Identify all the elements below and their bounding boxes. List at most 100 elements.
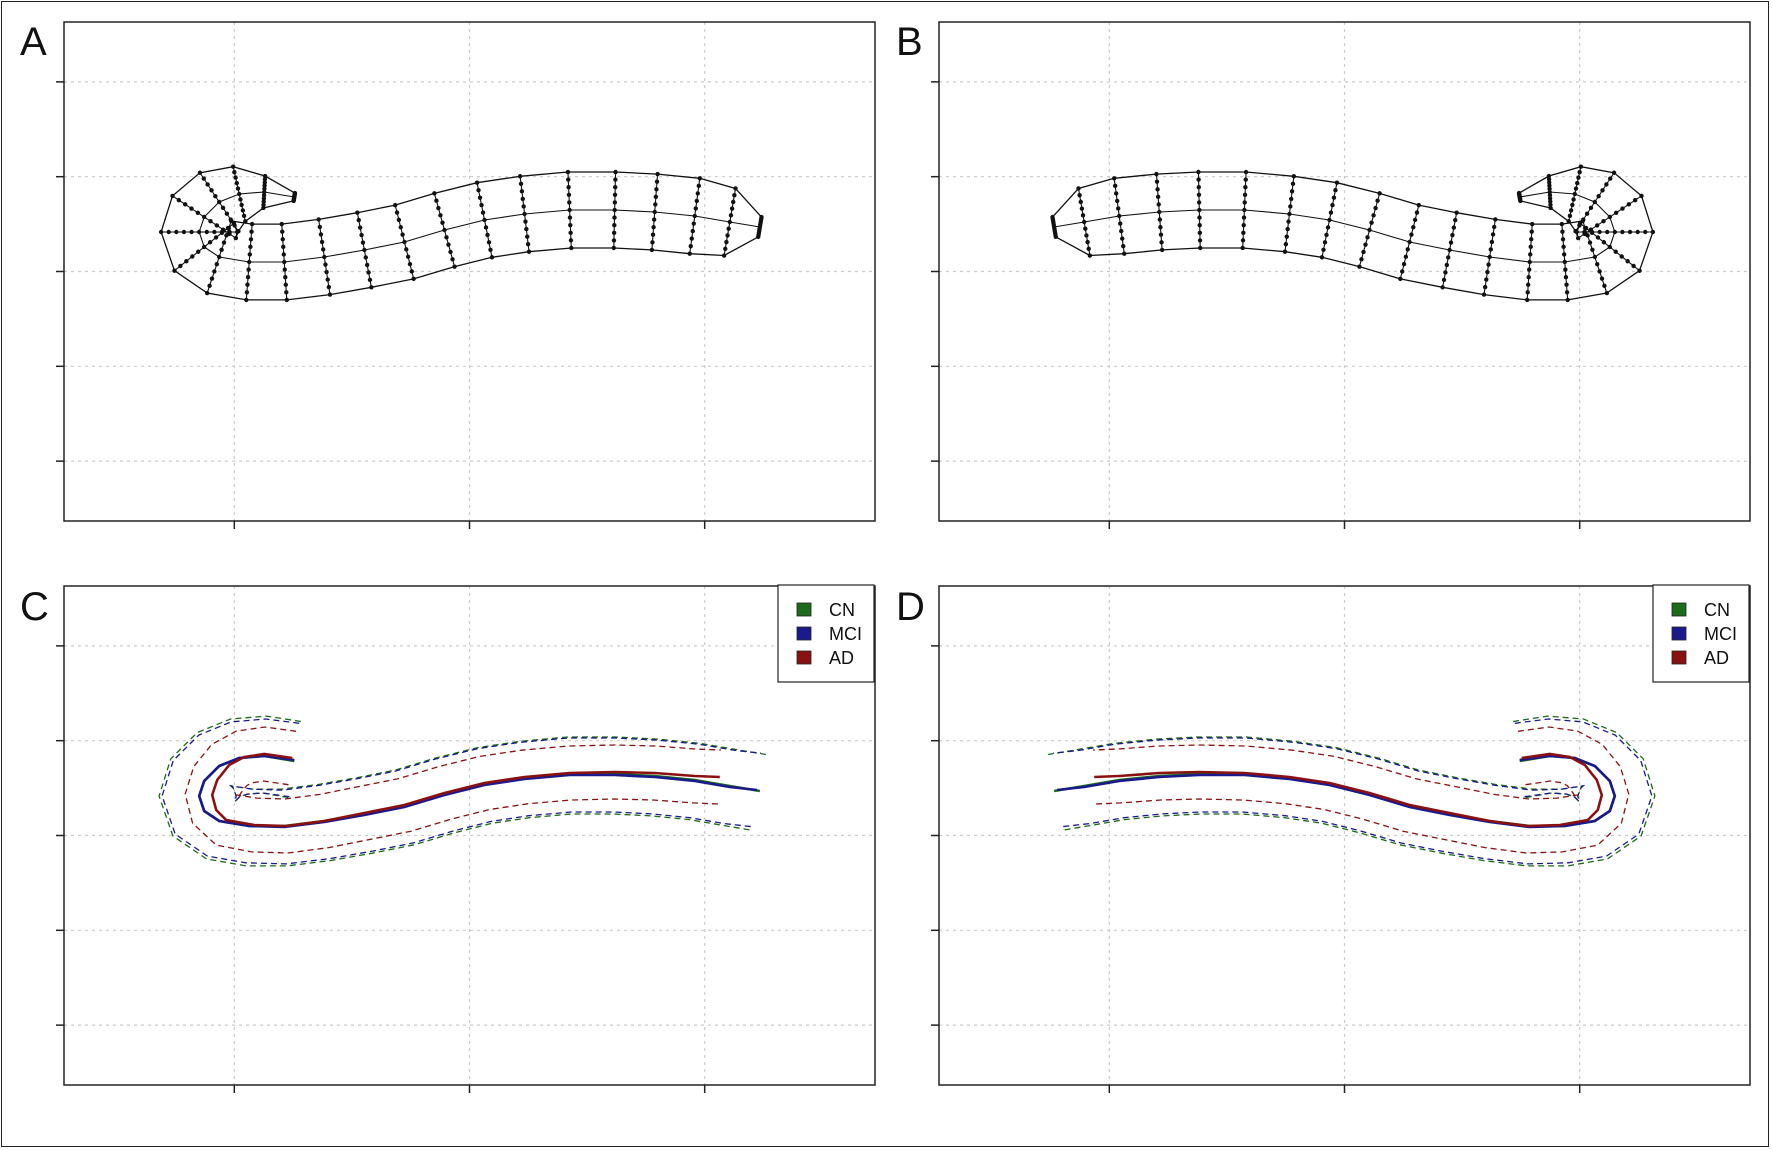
mesh-point bbox=[400, 232, 405, 237]
mesh-point bbox=[693, 206, 698, 211]
mesh-point bbox=[1369, 220, 1374, 225]
mesh-point bbox=[219, 230, 225, 235]
mesh-point bbox=[1375, 198, 1380, 203]
mesh-point bbox=[691, 221, 696, 226]
mesh-point bbox=[1076, 186, 1081, 191]
mesh-point bbox=[1589, 230, 1595, 235]
mesh-point bbox=[565, 169, 571, 175]
mesh-point bbox=[247, 252, 253, 257]
mesh-point bbox=[1240, 245, 1245, 251]
mesh-point bbox=[318, 232, 324, 237]
legend-c-label-ad: AD bbox=[829, 648, 854, 668]
mesh-point bbox=[1448, 240, 1454, 245]
mesh-point bbox=[653, 194, 659, 200]
mesh-point bbox=[1321, 247, 1326, 253]
mesh-point bbox=[612, 215, 617, 220]
mesh-boundary-inner bbox=[1052, 171, 1585, 239]
mesh-point bbox=[440, 220, 445, 225]
mesh-point bbox=[357, 225, 363, 230]
mesh-point bbox=[526, 249, 532, 254]
mesh-point bbox=[1122, 251, 1127, 256]
mesh-point bbox=[566, 177, 571, 182]
mesh-point bbox=[1602, 283, 1607, 289]
mesh-point bbox=[1605, 229, 1610, 235]
mesh-point bbox=[696, 183, 702, 189]
mesh-point bbox=[392, 202, 398, 208]
mesh-point bbox=[1121, 243, 1126, 249]
mesh-point bbox=[201, 214, 207, 220]
mesh-point bbox=[474, 180, 480, 185]
mesh-point bbox=[1612, 229, 1618, 235]
mesh-point bbox=[517, 174, 523, 179]
mesh-point bbox=[1547, 189, 1552, 195]
mesh-point bbox=[1197, 207, 1202, 213]
mesh-point bbox=[1196, 185, 1201, 190]
mesh-point bbox=[262, 173, 268, 179]
mesh-point bbox=[1285, 226, 1290, 232]
mesh-point bbox=[1518, 198, 1523, 204]
mesh-point bbox=[1398, 276, 1403, 282]
mesh-point bbox=[1441, 277, 1447, 283]
mesh-point bbox=[1573, 186, 1579, 191]
mesh-point bbox=[733, 186, 738, 191]
mesh-point bbox=[1585, 233, 1590, 238]
mesh-point bbox=[1490, 232, 1496, 237]
mesh-point bbox=[248, 244, 253, 250]
mesh-point bbox=[1118, 221, 1123, 226]
panel-letter-d: D bbox=[896, 585, 925, 629]
mesh-point bbox=[436, 205, 441, 211]
mesh-point bbox=[1572, 191, 1577, 197]
mesh-point bbox=[1112, 183, 1118, 189]
mesh-point bbox=[1590, 247, 1595, 252]
mesh-point bbox=[360, 240, 366, 245]
mesh-point bbox=[176, 197, 182, 203]
mesh-point bbox=[1377, 191, 1382, 196]
mesh-point bbox=[479, 202, 484, 208]
mesh-point bbox=[1081, 219, 1087, 225]
mesh-point bbox=[1597, 229, 1602, 235]
mesh-point bbox=[1592, 254, 1598, 260]
mesh-point bbox=[1440, 285, 1445, 290]
mesh-point bbox=[1566, 219, 1571, 224]
mesh-point bbox=[190, 254, 195, 259]
mesh-point bbox=[201, 176, 206, 181]
mesh-point bbox=[1155, 187, 1160, 192]
series-cn-band-inner bbox=[1047, 736, 1586, 804]
mesh-point bbox=[1587, 240, 1593, 245]
mesh-point bbox=[1446, 255, 1451, 260]
mesh-point bbox=[1115, 198, 1120, 204]
mesh-point bbox=[1325, 225, 1331, 230]
mesh-point bbox=[248, 237, 254, 242]
mesh-point bbox=[1197, 230, 1203, 235]
mesh-point bbox=[725, 233, 730, 238]
mesh-point bbox=[1444, 262, 1450, 268]
mesh-point bbox=[213, 193, 218, 199]
mesh-point bbox=[237, 191, 242, 197]
mesh-point bbox=[1085, 239, 1090, 245]
panel-b-mesh bbox=[1050, 164, 1656, 303]
mesh-point bbox=[364, 262, 370, 268]
mesh-point bbox=[1196, 169, 1201, 175]
mesh-point bbox=[1599, 276, 1605, 281]
mesh-point bbox=[208, 219, 213, 224]
mesh-point bbox=[1563, 267, 1568, 272]
mesh-point bbox=[247, 259, 252, 265]
mesh-point bbox=[1412, 217, 1418, 223]
mesh-point bbox=[1155, 194, 1161, 200]
mesh-point bbox=[262, 180, 267, 185]
mesh-point bbox=[1547, 183, 1552, 188]
mesh-point bbox=[1330, 202, 1335, 208]
mesh-point bbox=[1564, 282, 1569, 287]
legend-d-swatch-cn bbox=[1671, 602, 1687, 617]
mesh-point bbox=[652, 209, 657, 215]
mesh-point bbox=[655, 171, 660, 177]
mesh-point bbox=[452, 264, 457, 269]
mesh-point bbox=[369, 285, 374, 290]
mesh-point bbox=[1619, 254, 1624, 259]
mesh-point bbox=[1563, 274, 1569, 280]
mesh-point bbox=[216, 254, 222, 260]
mesh-point bbox=[214, 223, 220, 228]
mesh-point bbox=[1333, 187, 1338, 193]
mesh-point bbox=[612, 222, 617, 228]
